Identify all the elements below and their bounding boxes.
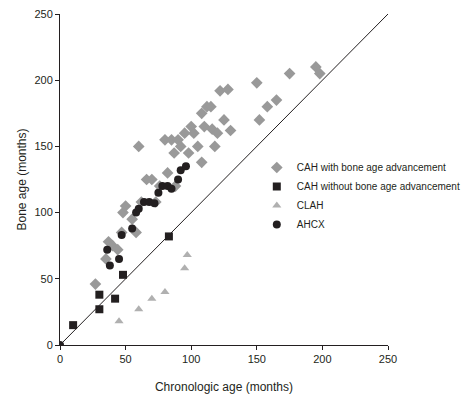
svg-text:50: 50 bbox=[119, 353, 131, 365]
svg-text:0: 0 bbox=[47, 339, 53, 351]
svg-text:CAH without bone age advanceme: CAH without bone age advancement bbox=[297, 181, 460, 192]
svg-text:250: 250 bbox=[379, 353, 397, 365]
svg-text:CLAH: CLAH bbox=[297, 200, 324, 211]
svg-text:0: 0 bbox=[57, 353, 63, 365]
svg-text:200: 200 bbox=[313, 353, 331, 365]
svg-text:Chronologic age (months): Chronologic age (months) bbox=[155, 380, 293, 394]
svg-text:CAH with bone age advancement: CAH with bone age advancement bbox=[297, 162, 446, 173]
svg-text:150: 150 bbox=[34, 140, 52, 152]
svg-text:Bone age (months): Bone age (months) bbox=[15, 128, 29, 230]
svg-text:100: 100 bbox=[182, 353, 200, 365]
svg-text:50: 50 bbox=[41, 273, 53, 285]
svg-text:250: 250 bbox=[34, 8, 52, 20]
svg-text:150: 150 bbox=[248, 353, 266, 365]
svg-text:200: 200 bbox=[34, 74, 52, 86]
svg-text:AHCX: AHCX bbox=[297, 219, 325, 230]
svg-text:100: 100 bbox=[34, 206, 52, 218]
